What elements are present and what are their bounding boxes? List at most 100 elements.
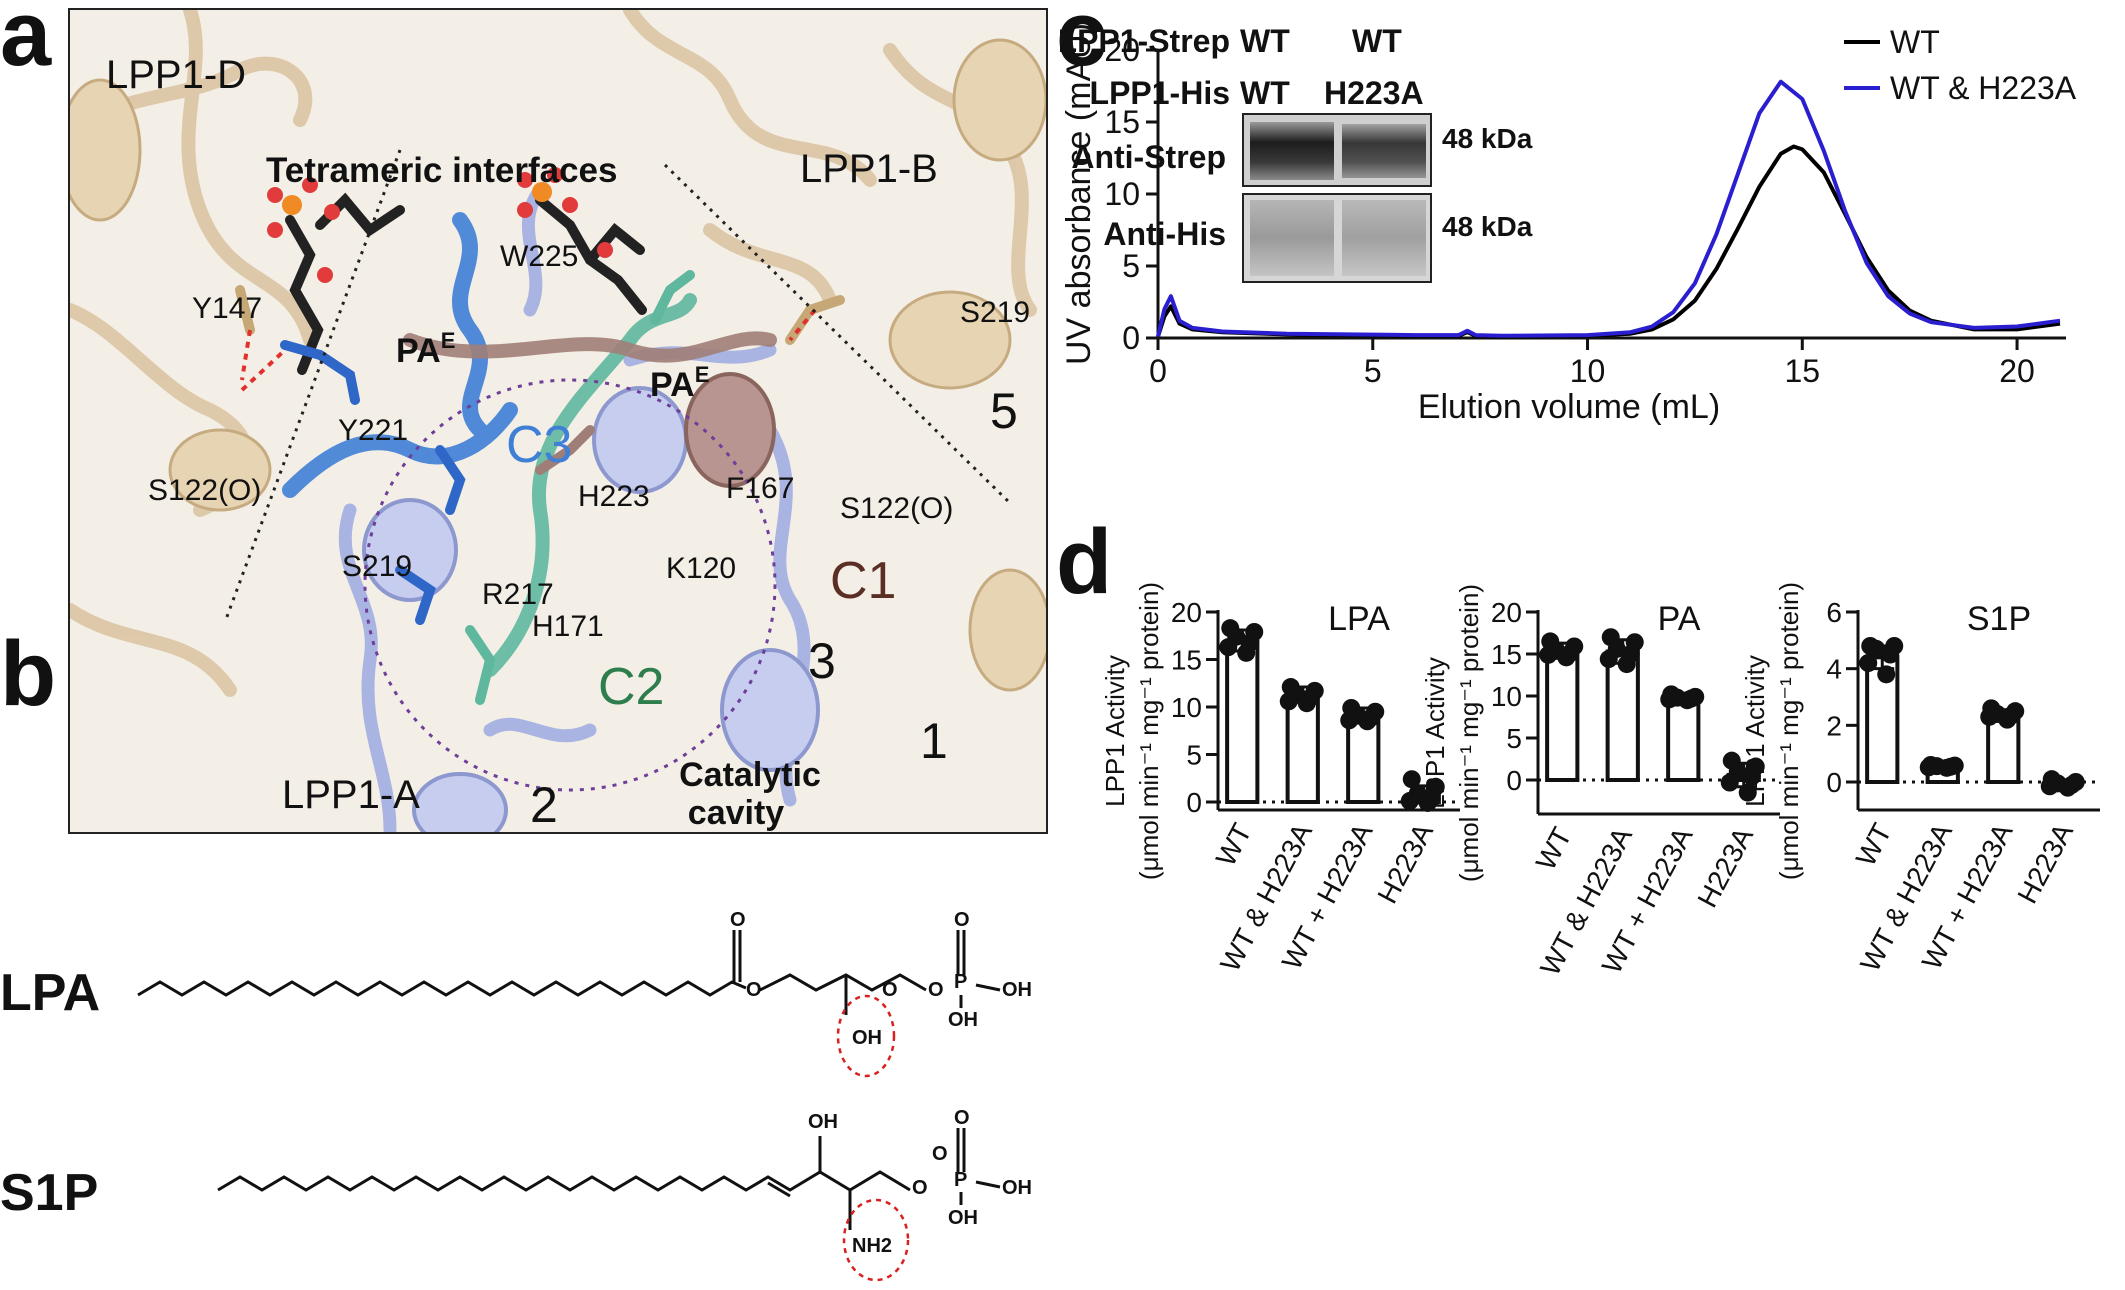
data-point [1998,710,2017,729]
y-tick-label: 10 [1171,692,1202,723]
lipid-name: S1P [0,1164,98,1222]
data-point [1400,792,1419,811]
y-tick-label: 0 [1122,320,1140,356]
atom-label: O [912,1177,928,1199]
residue-label: S122(O) [840,492,953,525]
category-label: H223A [1691,822,1759,912]
atom-label: OH [1002,1177,1032,1199]
bar-chart-pa: 0 5 10 15 20 PA LPP1 Activity (μmol min⁻¹ mg⁻¹ … [1420,584,1780,981]
lipid-name: LPA [0,964,100,1022]
bar-chart-lpa: 0 5 10 15 20 LPA LPP1 Activity (μmol min⁻¹ mg⁻¹… [1100,582,1460,977]
atom-label: O [954,909,970,931]
data-point [1937,758,1956,777]
blot-size-label: 48 kDa [1442,211,1533,242]
y-tick-label: 5 [1186,740,1202,771]
structure-illustration: LPP1-D LPP1-B LPP1-A Tetrameric interfac… [70,10,1046,832]
chain-label: LPP1-D [106,53,246,97]
y-tick-label: 4 [1826,654,1842,685]
y-tick-label: 15 [1104,104,1140,140]
bar [1666,695,1701,782]
data-point [1867,639,1886,658]
y-tick-label: 2 [1826,710,1842,741]
western-blot: LPP1-Strep LPP1-His WT WT WT H223A Anti-… [1060,23,1533,283]
residue-label: R217 [482,578,554,611]
data-point [1720,773,1739,792]
chain-label: LPP1-A [282,773,420,817]
y-axis-label: LPP1 Activity (μmol min⁻¹ mg⁻¹ protein) [1420,584,1484,882]
y-tick-label: 20 [1104,32,1140,68]
chart-title: LPA [1328,600,1390,638]
category-label: WT [1850,818,1898,871]
bar [1545,648,1580,782]
atom-label: O [954,1107,970,1129]
y-axis-label: LPP1 Activity (μmol min⁻¹ mg⁻¹ protein) [1100,582,1164,880]
atom-label: OH [1002,979,1032,1001]
legend-entry: WT & H223A [1890,70,2077,106]
atom-label: O [928,979,944,1001]
data-point [1557,648,1576,667]
data-point [1980,707,1999,726]
category-label: H223A [2011,818,2079,908]
x-tick-label: 5 [1364,353,1382,389]
data-point [1340,711,1359,730]
atom-label: O [730,909,746,931]
y-tick-label: 10 [1104,176,1140,212]
category-label: WT [1530,822,1578,875]
chain-label: LPP1-B [800,147,938,191]
interface-label: Tetrameric interfaces [266,151,617,190]
motif-label: C1 [830,552,896,610]
data-point [1660,690,1679,709]
data-point [1219,638,1238,657]
lipid-structures: LPA S1P O O OH O P O OH OH O OH NH2 O P … [0,909,1032,1282]
y-tick-label: 0 [1506,765,1522,796]
y-tick-label: 0 [1826,767,1842,798]
x-tick-label: 15 [1784,353,1820,389]
atom-label: O [882,979,898,1001]
sec-chart: 0 5 10 15 20 0 5 10 15 20 Elution volume (mL) UV ab… [1060,23,2077,426]
data-point [1738,783,1757,802]
atom-label: O [746,979,762,1001]
helix-number: 5 [990,383,1018,439]
category-label: H223A [1371,818,1439,908]
y-tick-label: 6 [1826,597,1842,628]
bar [1605,649,1640,783]
data-point [1297,694,1316,713]
y-tick-label: 20 [1491,597,1522,628]
data-point [1418,793,1437,812]
blot-size-label: 48 kDa [1442,123,1533,154]
y-tick-label: 0 [1186,787,1202,818]
motif-label: C3 [506,416,572,474]
legend-entry: WT [1890,24,1940,60]
residue-label: K120 [666,552,736,585]
y-tick-label: 15 [1171,645,1202,676]
atom-label: O [932,1143,948,1165]
y-axis-label: UV absorbance (mAU) [1060,23,1098,365]
cavity-label: Catalytic [679,756,821,794]
blot-lane-label: WT [1240,75,1290,111]
y-tick-label: 20 [1171,597,1202,628]
residue-label: Y147 [192,292,262,325]
blot-lane-label: H223A [1324,75,1424,111]
data-point [1279,692,1298,711]
data-point [1859,654,1878,672]
blot-row-label: LPP1-His [1090,75,1230,111]
bar-chart-s1p: 0 2 4 6 S1P LPP1 Activity (μmol min⁻¹ mg⁻¹ pro… [1740,582,2100,977]
sec-panel: 0 5 10 15 20 0 5 10 15 20 Elution volume (mL) UV ab… [1060,23,2077,426]
panel-letter-a: a [0,0,52,85]
x-tick-label: 20 [1999,353,2035,389]
panel-letter-d: d [1056,511,1113,613]
motif-label: C2 [598,658,664,716]
data-point [1919,758,1938,777]
data-point [2040,777,2059,796]
blot-row-label: LPP1-Strep [1060,23,1230,59]
residue-label: H171 [532,610,604,643]
residue-label: Y221 [338,414,408,447]
residue-label: F167 [726,472,794,505]
bar [1225,638,1260,804]
residue-label: W225 [500,240,578,273]
data-point [1539,645,1558,664]
atom-label: OH [808,1111,838,1133]
cavity-label: cavity [688,794,784,832]
y-tick-label: 5 [1122,248,1140,284]
atom-label: NH2 [852,1235,892,1257]
